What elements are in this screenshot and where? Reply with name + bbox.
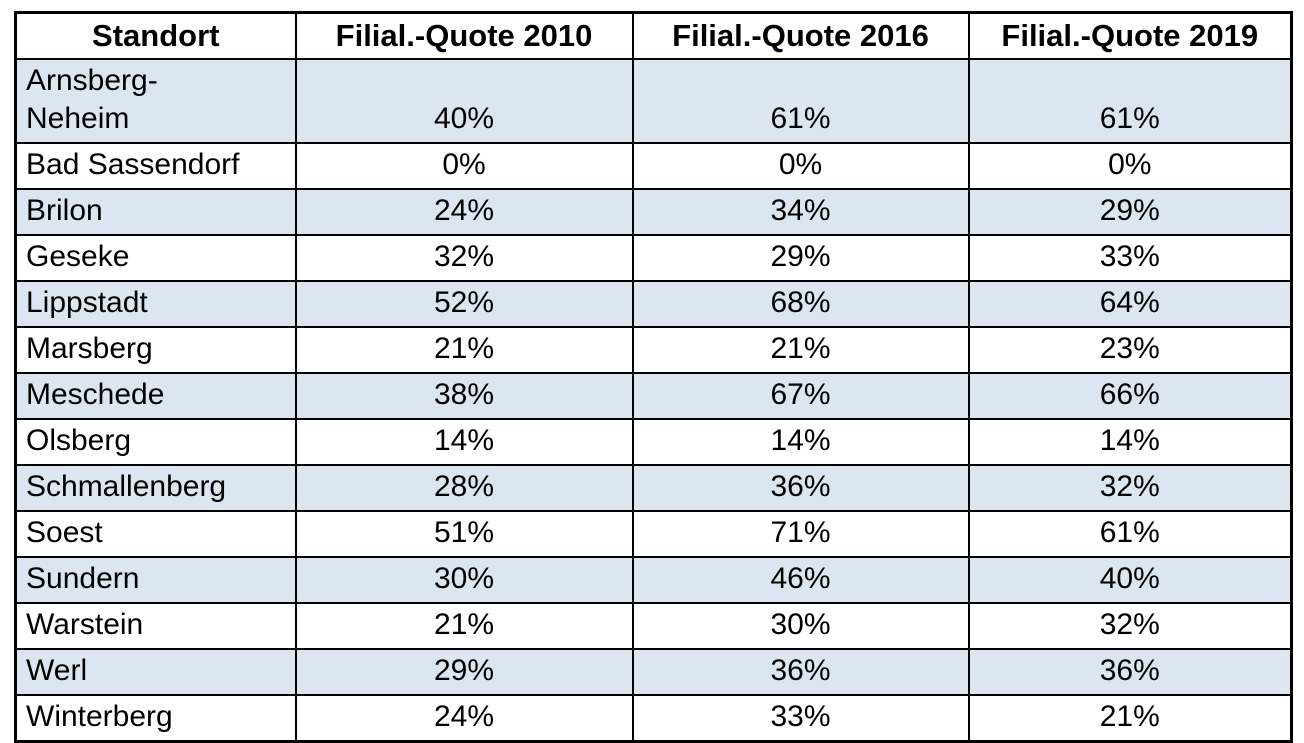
quote-2016-cell: 61% <box>631 57 970 144</box>
quote-2019-cell: 21% <box>967 693 1293 742</box>
quote-2019-cell: 14% <box>967 417 1293 466</box>
standort-cell: Soest <box>14 509 297 558</box>
standort-cell: Werl <box>14 647 297 696</box>
standort-cell: Geseke <box>14 233 297 282</box>
quote-2016-cell: 46% <box>631 555 970 604</box>
standort-cell: Brilon <box>14 187 297 236</box>
quote-2010-cell: 24% <box>294 187 634 236</box>
quote-2019-cell: 61% <box>967 509 1293 558</box>
table-row: Soest 51% 71% 61% <box>14 509 1293 558</box>
table-row: Sundern 30% 46% 40% <box>14 555 1293 604</box>
quote-2019-cell: 40% <box>967 555 1293 604</box>
quote-2010-cell: 14% <box>294 417 634 466</box>
table-row: Arnsberg- Neheim 40% 61% 61% <box>14 57 1293 144</box>
quote-2016-cell: 30% <box>631 601 970 650</box>
table-row: Warstein 21% 30% 32% <box>14 601 1293 650</box>
quote-2016-cell: 33% <box>631 693 970 742</box>
standort-cell: Bad Sassendorf <box>14 141 297 190</box>
standort-cell: Sundern <box>14 555 297 604</box>
quote-2019-cell: 64% <box>967 279 1293 328</box>
table-row: Bad Sassendorf 0% 0% 0% <box>14 141 1293 190</box>
quote-2010-cell: 32% <box>294 233 634 282</box>
quote-2010-cell: 28% <box>294 463 634 512</box>
standort-cell: Warstein <box>14 601 297 650</box>
quote-2016-cell: 14% <box>631 417 970 466</box>
standort-cell: Olsberg <box>14 417 297 466</box>
quote-2016-cell: 71% <box>631 509 970 558</box>
quote-2016-cell: 29% <box>631 233 970 282</box>
header-row: Standort Filial.-Quote 2010 Filial.-Quot… <box>14 11 1293 60</box>
quote-2019-cell: 32% <box>967 601 1293 650</box>
quote-2010-cell: 24% <box>294 693 634 742</box>
quote-2016-cell: 36% <box>631 463 970 512</box>
table-row: Lippstadt 52% 68% 64% <box>14 279 1293 328</box>
quote-2010-cell: 38% <box>294 371 634 420</box>
quote-2010-cell: 40% <box>294 57 634 144</box>
quote-2019-cell: 32% <box>967 463 1293 512</box>
table-row: Werl 29% 36% 36% <box>14 647 1293 696</box>
quote-2010-cell: 21% <box>294 601 634 650</box>
table-row: Meschede 38% 67% 66% <box>14 371 1293 420</box>
col-header-quote-2010: Filial.-Quote 2010 <box>294 11 634 60</box>
table-row: Winterberg 24% 33% 21% <box>14 693 1293 742</box>
quote-2019-cell: 33% <box>967 233 1293 282</box>
quote-2019-cell: 66% <box>967 371 1293 420</box>
page: Standort Filial.-Quote 2010 Filial.-Quot… <box>14 11 1293 743</box>
filial-quote-table: Standort Filial.-Quote 2010 Filial.-Quot… <box>14 11 1293 743</box>
quote-2019-cell: 36% <box>967 647 1293 696</box>
quote-2010-cell: 29% <box>294 647 634 696</box>
quote-2010-cell: 51% <box>294 509 634 558</box>
quote-2016-cell: 68% <box>631 279 970 328</box>
standort-cell: Lippstadt <box>14 279 297 328</box>
quote-2016-cell: 21% <box>631 325 970 374</box>
quote-2010-cell: 21% <box>294 325 634 374</box>
quote-2016-cell: 67% <box>631 371 970 420</box>
table-row: Brilon 24% 34% 29% <box>14 187 1293 236</box>
quote-2019-cell: 23% <box>967 325 1293 374</box>
table-row: Olsberg 14% 14% 14% <box>14 417 1293 466</box>
col-header-standort: Standort <box>14 11 297 60</box>
table-body: Arnsberg- Neheim 40% 61% 61% Bad Sassend… <box>14 57 1293 742</box>
quote-2016-cell: 0% <box>631 141 970 190</box>
table-row: Schmallenberg 28% 36% 32% <box>14 463 1293 512</box>
quote-2019-cell: 61% <box>967 57 1293 144</box>
quote-2016-cell: 34% <box>631 187 970 236</box>
quote-2010-cell: 30% <box>294 555 634 604</box>
quote-2019-cell: 0% <box>967 141 1293 190</box>
quote-2019-cell: 29% <box>967 187 1293 236</box>
standort-cell: Meschede <box>14 371 297 420</box>
standort-cell: Winterberg <box>14 693 297 742</box>
col-header-quote-2016: Filial.-Quote 2016 <box>631 11 970 60</box>
standort-cell: Schmallenberg <box>14 463 297 512</box>
col-header-quote-2019: Filial.-Quote 2019 <box>967 11 1293 60</box>
table-row: Marsberg 21% 21% 23% <box>14 325 1293 374</box>
quote-2010-cell: 0% <box>294 141 634 190</box>
standort-cell: Marsberg <box>14 325 297 374</box>
quote-2010-cell: 52% <box>294 279 634 328</box>
quote-2016-cell: 36% <box>631 647 970 696</box>
table-row: Geseke 32% 29% 33% <box>14 233 1293 282</box>
standort-cell: Arnsberg- Neheim <box>14 57 297 144</box>
